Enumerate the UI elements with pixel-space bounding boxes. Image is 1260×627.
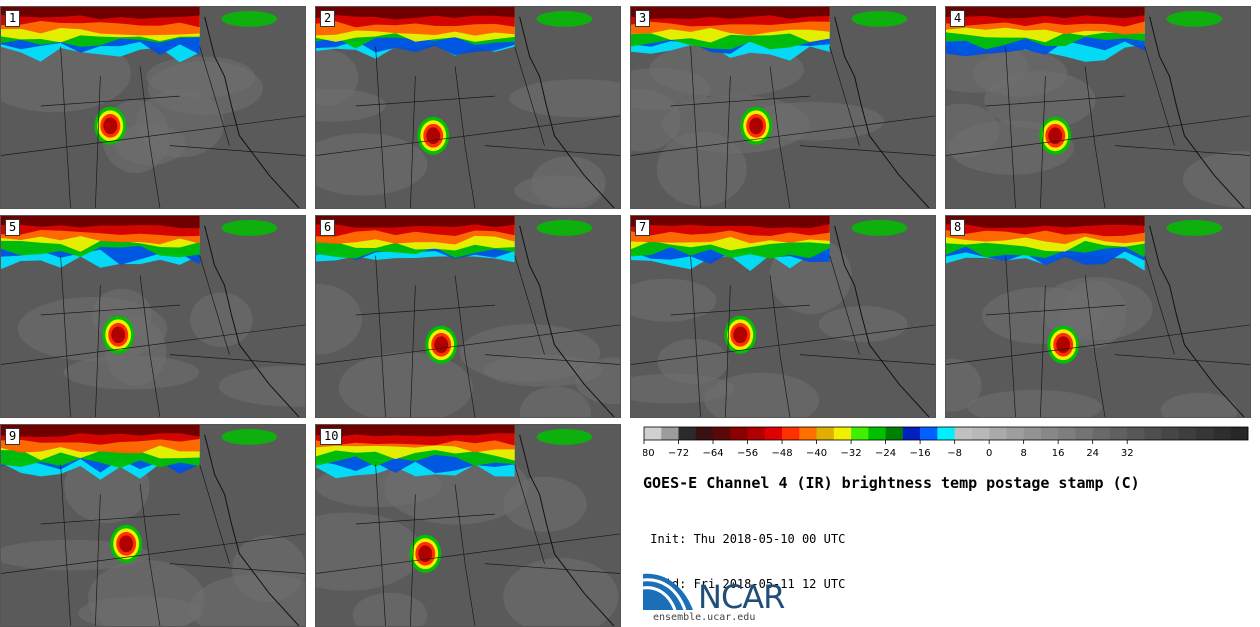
colorbar-segment xyxy=(1092,427,1111,440)
ensemble-member-panel: 1 xyxy=(0,6,306,209)
panel-label: 6 xyxy=(320,219,336,236)
colorbar-segment xyxy=(1023,427,1042,440)
colorbar-tick-label: 0 xyxy=(986,448,992,459)
colorbar-segment xyxy=(764,427,783,440)
ir-map xyxy=(946,7,1250,208)
ensemble-member-panel: 4 xyxy=(945,6,1251,209)
colorbar-segment xyxy=(644,427,662,440)
colorbar-tick-label: 32 xyxy=(1121,448,1134,459)
colorbar-tick-label: 16 xyxy=(1052,448,1065,459)
colorbar-segment xyxy=(937,427,955,440)
ensemble-member-panel: 3 xyxy=(630,6,936,209)
ir-map xyxy=(1,425,305,626)
colorbar-segment xyxy=(782,427,800,440)
ensemble-member-panel: 10 xyxy=(315,424,621,627)
ir-map xyxy=(316,216,620,417)
colorbar-segment xyxy=(989,427,1007,440)
colorbar-segment xyxy=(816,427,835,440)
colorbar-tick-label: −64 xyxy=(702,448,723,459)
figure-title: GOES-E Channel 4 (IR) brightness temp po… xyxy=(643,474,1140,492)
colorbar-tick-label: 8 xyxy=(1020,448,1026,459)
colorbar-segment xyxy=(1040,427,1059,440)
ir-map xyxy=(316,7,620,208)
ensemble-member-panel: 5 xyxy=(0,215,306,418)
colorbar-tick-label: −80 xyxy=(643,448,655,459)
colorbar-tick-label: −16 xyxy=(910,448,931,459)
colorbar-segment xyxy=(1213,427,1232,440)
colorbar-segment xyxy=(1144,427,1163,440)
colorbar-segment xyxy=(713,427,731,440)
panel-label: 9 xyxy=(5,428,21,445)
colorbar-segment xyxy=(1230,427,1249,440)
colorbar-tick-label: 24 xyxy=(1086,448,1099,459)
colorbar-segment xyxy=(851,427,869,440)
panel-label: 4 xyxy=(950,10,966,27)
panel-label: 7 xyxy=(635,219,651,236)
colorbar-segment xyxy=(1127,427,1145,440)
colorbar-segment xyxy=(920,427,938,440)
colorbar-segment xyxy=(678,427,697,440)
colorbar-segment xyxy=(971,427,990,440)
ir-map xyxy=(631,7,935,208)
ensemble-member-panel: 6 xyxy=(315,215,621,418)
colorbar-tick-label: −56 xyxy=(737,448,758,459)
panel-label: 8 xyxy=(950,219,966,236)
ir-map xyxy=(1,216,305,417)
colorbar-segment xyxy=(868,427,886,440)
logo-text: NCAR xyxy=(698,578,785,616)
colorbar-tick-label: −48 xyxy=(772,448,793,459)
ensemble-member-panel: 9 xyxy=(0,424,306,627)
ir-map xyxy=(316,425,620,626)
colorbar-segment xyxy=(954,427,973,440)
colorbar-segment xyxy=(1178,427,1197,440)
colorbar-tick-label: −72 xyxy=(668,448,689,459)
colorbar-segment xyxy=(799,427,817,440)
colorbar-segment xyxy=(1109,427,1128,440)
ir-map xyxy=(1,7,305,208)
panel-label: 10 xyxy=(320,428,343,445)
colorbar-tick-label: −40 xyxy=(806,448,827,459)
panel-label: 3 xyxy=(635,10,651,27)
colorbar-segment xyxy=(1161,427,1180,440)
site-url: ensemble.ucar.edu xyxy=(653,612,756,623)
colorbar-segment xyxy=(661,427,679,440)
colorbar-segment xyxy=(747,427,766,440)
colorbar-segment xyxy=(1006,427,1024,440)
ensemble-member-panel: 8 xyxy=(945,215,1251,418)
panel-label: 2 xyxy=(320,10,336,27)
colorbar-segment xyxy=(885,427,904,440)
colorbar-segment xyxy=(730,427,748,440)
colorbar-segment xyxy=(1075,427,1093,440)
colorbar-tick-label: −8 xyxy=(947,448,962,459)
colorbar-segment xyxy=(695,427,714,440)
ncar-logo-icon xyxy=(643,573,693,611)
colorbar-tick-label: −24 xyxy=(875,448,896,459)
ir-map xyxy=(946,216,1250,417)
colorbar-segment xyxy=(1058,427,1076,440)
init-time: Init: Thu 2018-05-10 00 UTC xyxy=(643,532,846,546)
colorbar-segment xyxy=(833,427,852,440)
panel-label: 5 xyxy=(5,219,21,236)
colorbar-tick-label: −32 xyxy=(841,448,862,459)
colorbar-segment xyxy=(902,427,921,440)
colorbar-segment xyxy=(1196,427,1214,440)
ensemble-member-panel: 7 xyxy=(630,215,936,418)
panel-label: 1 xyxy=(5,10,21,27)
ir-map xyxy=(631,216,935,417)
ensemble-member-panel: 2 xyxy=(315,6,621,209)
